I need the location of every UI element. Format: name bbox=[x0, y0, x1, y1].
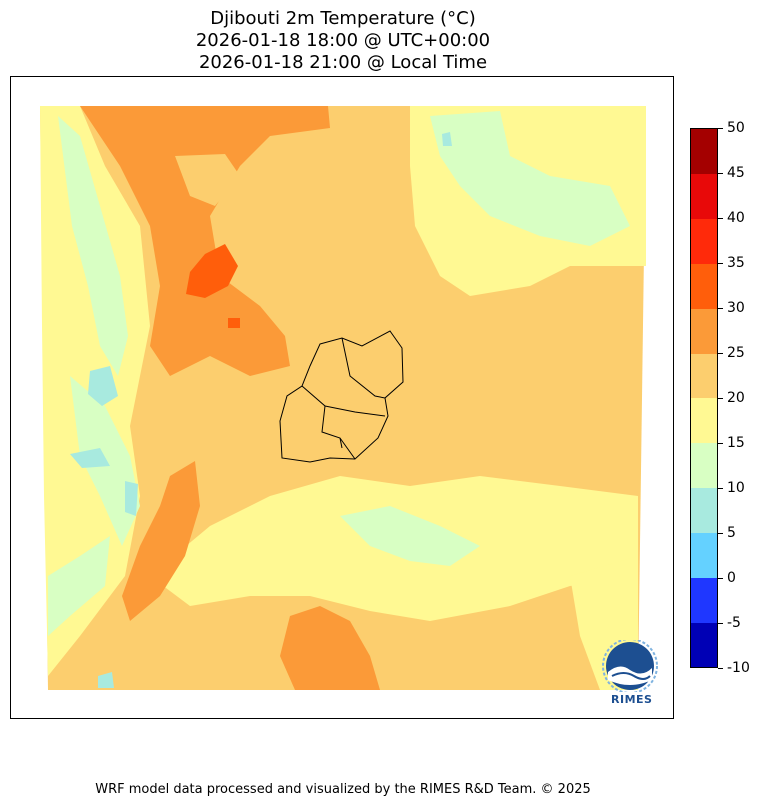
colorbar-segment bbox=[691, 398, 717, 444]
colorbar-tick-label: 40 bbox=[727, 210, 745, 226]
field-20-25-nw-gap bbox=[175, 154, 240, 206]
colorbar-tick-label: -10 bbox=[727, 660, 750, 676]
colorbar-tick-label: -5 bbox=[727, 615, 741, 631]
rimes-logo bbox=[600, 638, 664, 708]
field-30-35-core bbox=[186, 244, 238, 298]
colorbar-segment bbox=[691, 442, 717, 489]
border-internal-3 bbox=[324, 405, 386, 417]
colorbar-box bbox=[690, 128, 718, 668]
field-5-10-c bbox=[125, 481, 138, 516]
field-10-15-west-1 bbox=[58, 116, 128, 376]
colorbar-tick bbox=[718, 668, 723, 669]
temperature-map bbox=[40, 106, 646, 690]
colorbar-tick-label: 0 bbox=[727, 570, 736, 586]
colorbar-tick bbox=[718, 128, 723, 129]
colorbar-tick-label: 45 bbox=[727, 165, 745, 181]
colorbar-tick bbox=[718, 353, 723, 354]
colorbar-tick-label: 30 bbox=[727, 300, 745, 316]
colorbar-segment bbox=[691, 353, 717, 399]
colorbar-segment bbox=[691, 622, 717, 668]
colorbar-tick bbox=[718, 398, 723, 399]
colorbar-segment bbox=[691, 308, 717, 354]
border-internal-4 bbox=[339, 437, 343, 449]
border-outline bbox=[279, 330, 404, 463]
colorbar-segment bbox=[691, 487, 717, 533]
title-line-2: 2026-01-18 18:00 @ UTC+00:00 bbox=[195, 30, 491, 51]
colorbar-tick bbox=[718, 173, 723, 174]
field-5-10-ne bbox=[442, 132, 452, 146]
colorbar-tick bbox=[718, 263, 723, 264]
field-10-15-ne bbox=[430, 111, 630, 246]
colorbar-tick-label: 50 bbox=[727, 120, 745, 136]
field-5-10-a bbox=[88, 366, 118, 406]
border-internal-1 bbox=[341, 337, 386, 399]
title-line-3: 2026-01-18 21:00 @ Local Time bbox=[198, 52, 488, 73]
colorbar-tick-label: 20 bbox=[727, 390, 745, 406]
colorbar-segment bbox=[691, 577, 717, 623]
colorbar-segment bbox=[691, 532, 717, 578]
colorbar-tick bbox=[718, 578, 723, 579]
field-25-30-south bbox=[280, 606, 380, 690]
footer-credit: WRF model data processed and visualized … bbox=[95, 782, 591, 797]
colorbar-segment bbox=[691, 263, 717, 309]
colorbar-tick bbox=[718, 443, 723, 444]
colorbar-tick-label: 10 bbox=[727, 480, 745, 496]
colorbar-tick bbox=[718, 623, 723, 624]
colorbar-tick bbox=[718, 533, 723, 534]
rimes-logo-text: RIMES bbox=[611, 693, 653, 706]
colorbar-tick-label: 25 bbox=[727, 345, 745, 361]
title-line-1: Djibouti 2m Temperature (°C) bbox=[210, 8, 476, 29]
field-30-35-dot bbox=[228, 318, 240, 328]
colorbar-segment bbox=[691, 129, 717, 175]
colorbar-tick-label: 35 bbox=[727, 255, 745, 271]
djibouti-borders bbox=[279, 330, 404, 463]
border-internal-2 bbox=[301, 385, 356, 460]
field-5-10-b bbox=[70, 448, 110, 468]
colorbar-segment bbox=[691, 173, 717, 220]
colorbar-tick-label: 15 bbox=[727, 435, 745, 451]
field-25-30-nw bbox=[80, 106, 330, 376]
colorbar-segment bbox=[691, 218, 717, 264]
colorbar-tick-label: 5 bbox=[727, 525, 736, 541]
colorbar-tick bbox=[718, 488, 723, 489]
field-25-30-sw bbox=[122, 461, 200, 621]
field-5-10-d bbox=[98, 672, 114, 688]
field-10-15-south bbox=[340, 506, 480, 566]
rimes-globe-icon bbox=[602, 638, 658, 694]
colorbar-tick bbox=[718, 218, 723, 219]
colorbar-tick bbox=[718, 308, 723, 309]
field-10-15-west-3 bbox=[48, 536, 110, 636]
